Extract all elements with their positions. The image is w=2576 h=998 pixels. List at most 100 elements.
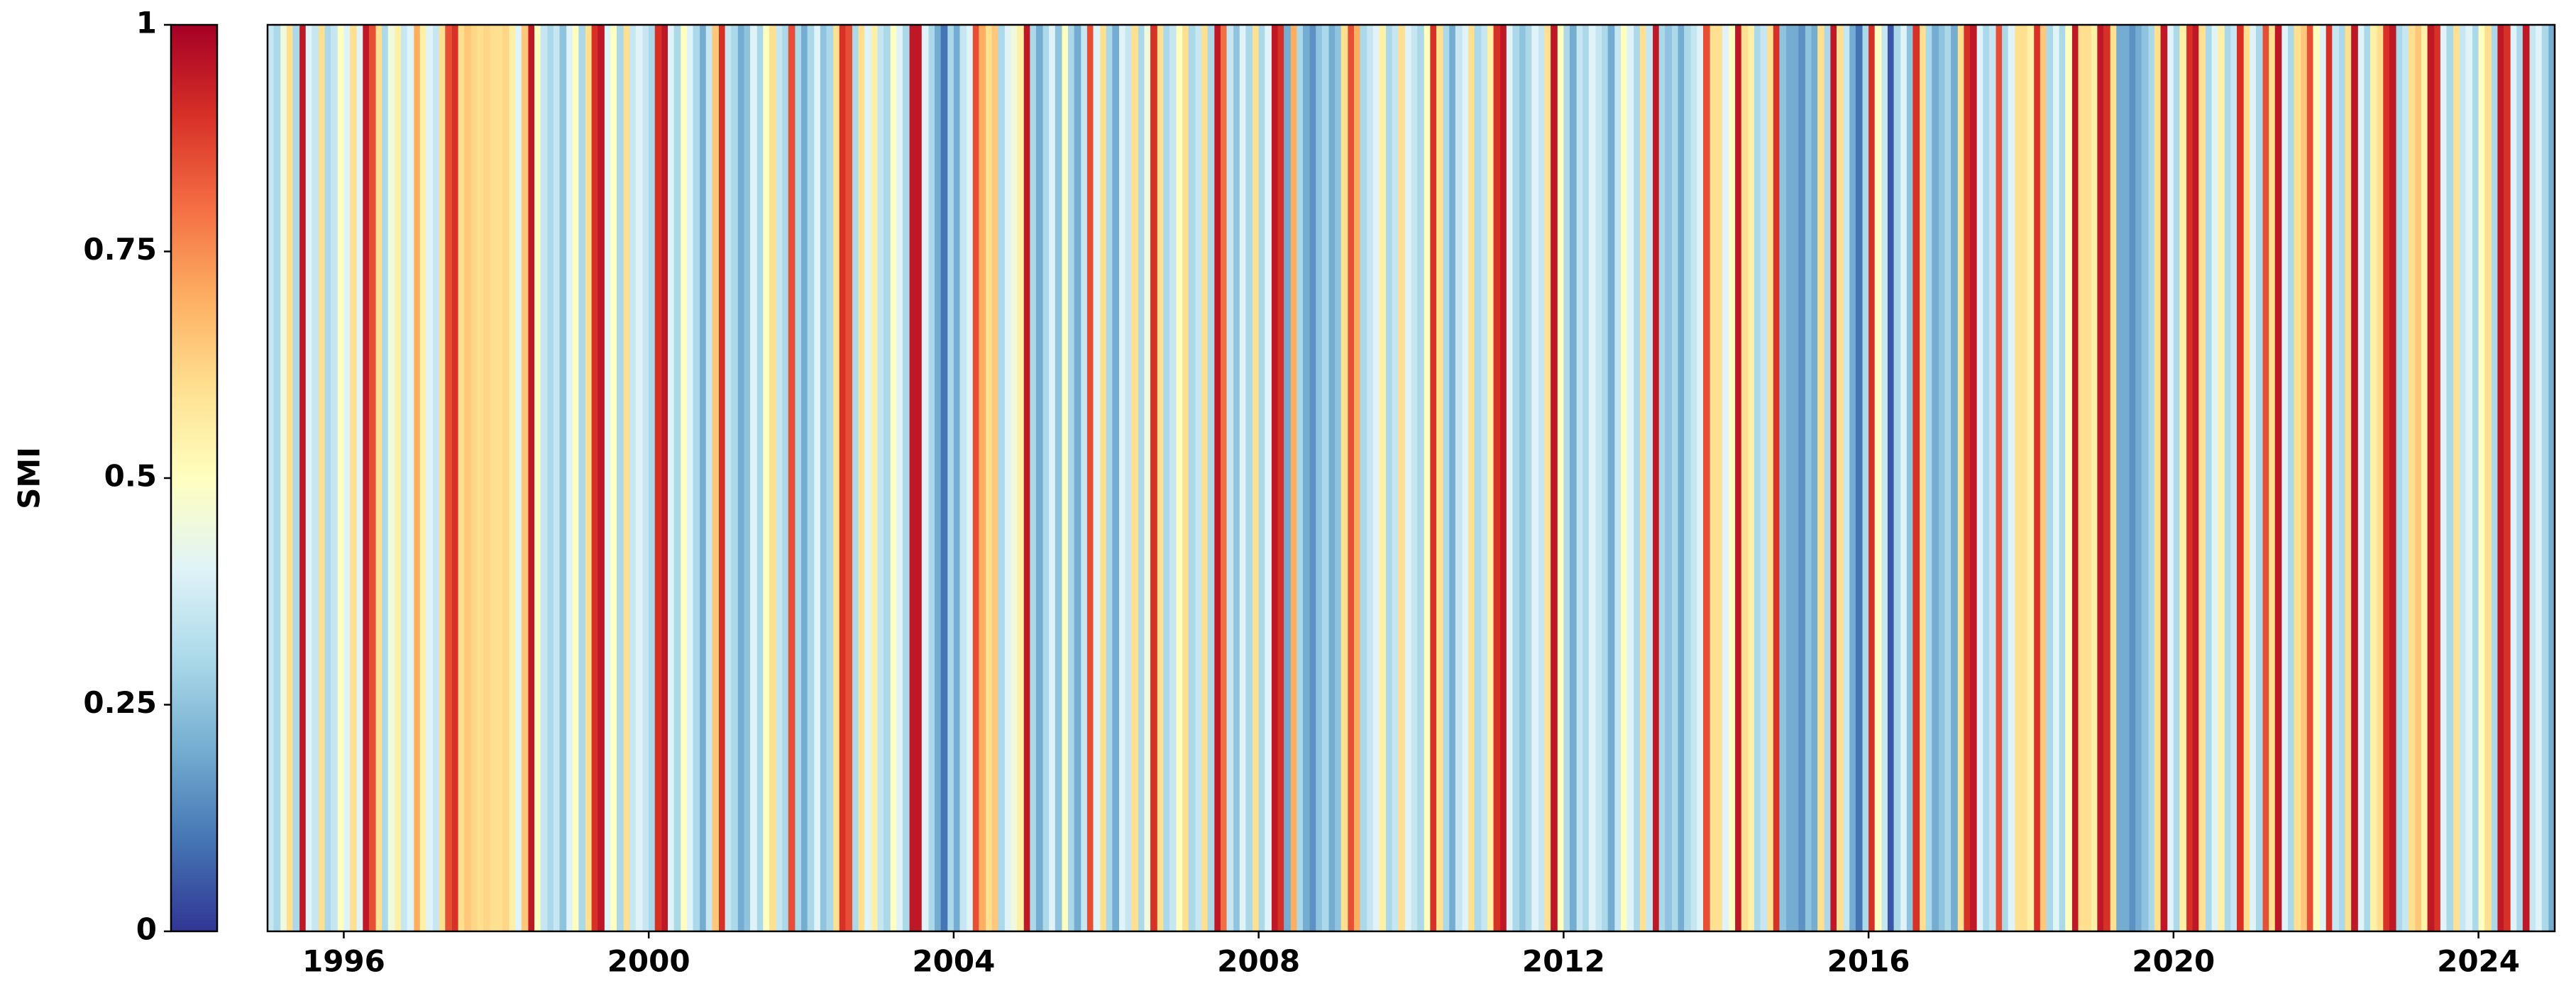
stripe [1665,25,1673,931]
stripe [445,25,453,931]
stripe [1773,25,1780,931]
stripe [1702,25,1711,931]
stripe [1226,25,1234,931]
stripe [2255,25,2264,931]
stripe [2364,25,2371,931]
stripe [871,25,879,931]
stripe [1969,25,1978,931]
stripe [1138,25,1145,931]
stripe [1290,25,1297,931]
colorbar-tick-label: 0 [136,912,157,947]
stripe [1729,25,1736,931]
x-tick-label: 2008 [1217,944,1300,979]
stripe [1767,25,1774,931]
stripe [1074,25,1081,931]
stripe [1817,25,1825,931]
stripe [2167,25,2174,931]
stripe [2294,25,2301,931]
stripe [2173,25,2181,931]
stripe [395,25,402,931]
stripe [1443,25,1450,931]
stripe [788,25,796,931]
stripe [2548,25,2555,931]
colorbar [170,23,219,933]
stripe [1690,25,1697,931]
stripe [1081,25,1088,931]
stripe [1201,25,1209,931]
stripe [496,25,503,931]
stripe [1920,25,1927,931]
stripe [1316,25,1323,931]
stripe [470,25,478,931]
stripe [1646,25,1653,931]
stripe [1302,25,1311,931]
stripe [1976,25,1983,931]
stripe [1811,25,1818,931]
stripe [712,25,720,931]
stripe [2262,25,2269,931]
stripe [521,25,529,931]
stripe [363,25,370,931]
stripe [750,25,758,931]
stripe [2179,25,2187,931]
stripe [744,25,751,931]
stripe [1805,25,1812,931]
stripe [1188,25,1196,931]
stripe [2274,25,2282,931]
stripe [1411,25,1418,931]
stripe [1824,25,1831,931]
stripe [1620,25,1628,931]
stripe [337,25,345,931]
stripe [1035,25,1044,931]
stripe [2192,25,2199,931]
stripe [534,25,541,931]
stripe [2415,25,2422,931]
stripe [1634,25,1641,931]
stripe [572,25,579,931]
stripe [1144,25,1151,931]
stripe [693,25,700,931]
stripe [1119,25,1126,931]
stripe [2071,25,2079,931]
stripe [1951,25,1959,931]
stripe [2129,25,2136,931]
stripe [1017,25,1025,931]
stripe [979,25,986,931]
stripe [1735,25,1742,931]
stripe [1297,25,1304,931]
stripe [700,25,707,931]
stripe [1792,25,1799,931]
stripe [1455,25,1463,931]
stripe [1626,25,1634,931]
stripe [356,25,363,931]
stripe [1404,25,1412,931]
stripe [1988,25,1997,931]
stripe [2301,25,2308,931]
stripe [299,25,307,931]
stripe [649,25,656,931]
stripe [2078,25,2085,931]
stripe [820,25,827,931]
stripe [833,25,840,931]
stripe [1335,25,1342,931]
stripe [1011,25,1018,931]
x-tick-label: 2000 [607,944,690,979]
stripe [2332,25,2340,931]
stripe [1519,25,1526,931]
stripe [2059,25,2066,931]
stripe [1849,25,1856,931]
stripe [1658,25,1666,931]
x-tick-label: 2016 [1827,944,1910,979]
stripe [1176,25,1183,931]
stripe [407,25,414,931]
stripe [1569,25,1578,931]
stripe [1430,25,1437,931]
stripe [928,25,935,931]
stripe [1786,25,1793,931]
stripe [1100,25,1107,931]
stripe [1353,25,1361,931]
stripe [540,25,548,931]
stripe [2434,25,2441,931]
stripe [756,25,764,931]
stripe [2110,25,2117,931]
